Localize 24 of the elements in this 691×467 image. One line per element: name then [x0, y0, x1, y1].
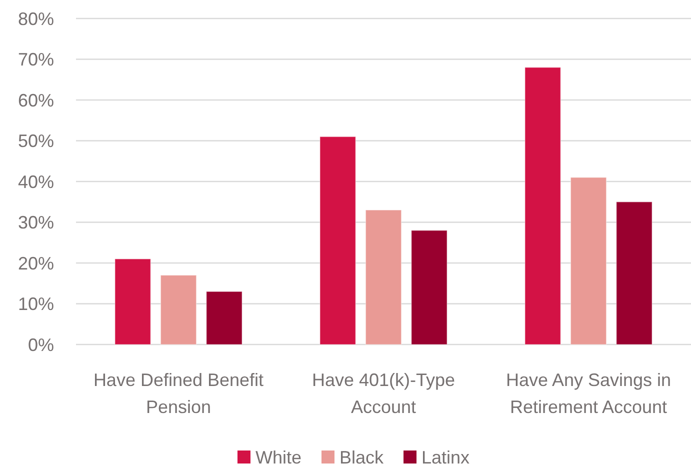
bar — [616, 201, 652, 345]
x-tick-label: Have Any Savings in Retirement Account — [506, 370, 672, 417]
y-tick-label: 70% — [18, 50, 54, 70]
bar — [114, 258, 152, 345]
y-tick-label: 80% — [18, 8, 54, 29]
y-tick-label: 50% — [18, 131, 54, 152]
bar — [410, 230, 448, 345]
bar — [365, 210, 402, 345]
y-tick-label: 40% — [18, 172, 54, 192]
bar — [524, 67, 562, 345]
bar — [570, 177, 607, 345]
y-tick-label: 20% — [18, 253, 54, 274]
bar — [206, 291, 242, 345]
bar — [320, 136, 356, 345]
y-tick-label: 10% — [18, 294, 54, 314]
y-tick-label: 30% — [18, 212, 54, 233]
legend-label: Latinx — [421, 447, 470, 467]
x-tick-label: Have 401(k)-Type Account — [312, 370, 456, 417]
legend-label: White — [255, 447, 302, 467]
bar — [160, 274, 197, 345]
y-tick-label: 60% — [18, 90, 54, 110]
y-tick-label: 0% — [28, 334, 54, 355]
x-tick-label: Have Defined Benefit Pension — [93, 370, 264, 417]
legend-label: Black — [339, 447, 384, 467]
